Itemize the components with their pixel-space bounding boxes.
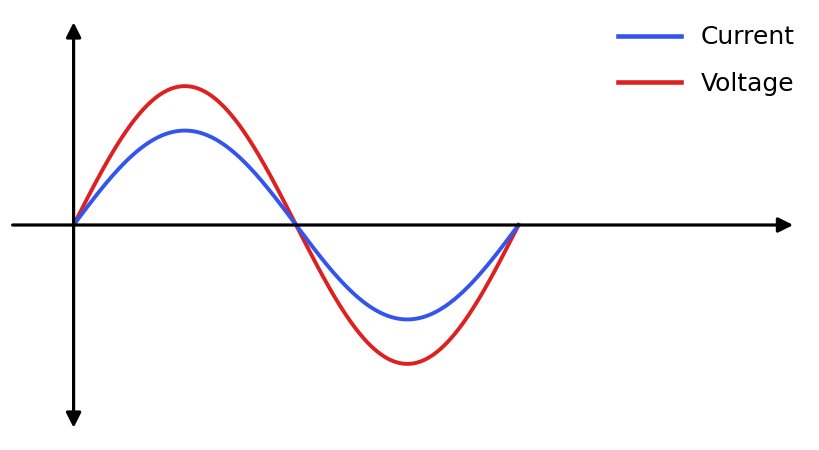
Legend: Current, Voltage: Current, Voltage xyxy=(608,15,803,106)
